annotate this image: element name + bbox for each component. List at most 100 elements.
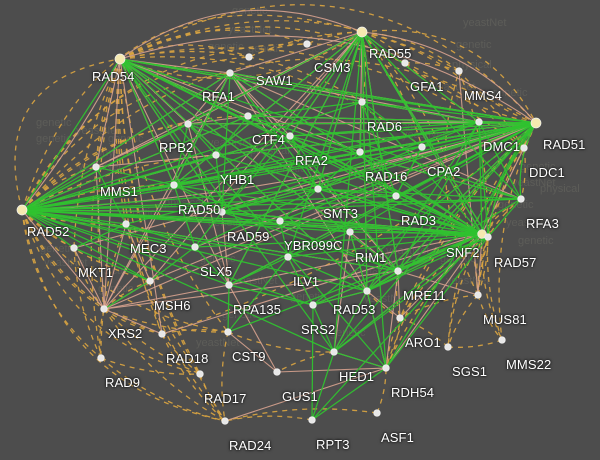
graph-node-hed1[interactable]	[330, 348, 338, 356]
edge-genetic	[21, 154, 217, 211]
edge-yeastNet	[227, 284, 230, 333]
graph-node-rfa1[interactable]	[226, 69, 234, 77]
graph-node-slx5[interactable]	[191, 243, 199, 251]
graph-node-ddc1[interactable]	[520, 144, 528, 152]
edge-yeastNet	[279, 220, 351, 233]
edge-yeastNet	[21, 123, 189, 211]
graph-node-rpb2[interactable]	[184, 120, 192, 128]
graph-node-asf1[interactable]	[373, 409, 381, 417]
graph-node-rad55[interactable]	[356, 26, 368, 38]
edge-yeastNet	[221, 31, 363, 213]
edge-yeastNet	[289, 122, 537, 137]
graph-node-rad50[interactable]	[170, 181, 178, 189]
edge-physical	[21, 209, 105, 310]
edge-physical	[228, 284, 278, 373]
edge-physical	[361, 31, 537, 124]
graph-node-gus1[interactable]	[273, 368, 281, 376]
edge-genetic	[73, 247, 105, 310]
graph-node-cst9[interactable]	[224, 328, 232, 336]
edge-yeastNet	[395, 195, 483, 235]
graph-node-rad54[interactable]	[114, 53, 126, 65]
edge-genetic	[21, 209, 105, 310]
edge-yeastNet	[385, 236, 489, 369]
edge-genetic	[21, 115, 249, 211]
graph-node-cpa2[interactable]	[418, 143, 426, 151]
graph-node-xrs2[interactable]	[100, 305, 108, 313]
graph-node-rad6[interactable]	[358, 98, 366, 106]
graph-node-rad3[interactable]	[392, 192, 400, 200]
edge-yeastNet	[312, 122, 537, 306]
edge-yeastNet	[311, 304, 314, 421]
edge-yeastNet	[279, 122, 537, 222]
edge-yeastNet	[221, 211, 489, 238]
graph-node-mre11[interactable]	[394, 267, 402, 275]
graph-node-rdh54[interactable]	[382, 364, 390, 372]
graph-node-dmc1[interactable]	[475, 118, 483, 126]
graph-node-rpa135[interactable]	[225, 281, 233, 289]
edge-genetic	[404, 62, 460, 72]
graph-node-ilv1[interactable]	[284, 253, 292, 261]
graph-node-gfa1[interactable]	[401, 59, 409, 67]
graph-node-ybr099c[interactable]	[276, 217, 284, 225]
graph-node-ctf4[interactable]	[244, 112, 252, 120]
edge-yeastNet	[333, 351, 387, 369]
graph-node-csm3[interactable]	[303, 40, 311, 48]
edge-physical	[103, 184, 175, 310]
edge-genetic	[118, 58, 151, 282]
graph-node-rad53[interactable]	[363, 287, 371, 295]
graph-node-srs2[interactable]	[309, 301, 317, 309]
edge-yeastNet	[247, 115, 361, 153]
edge-genetic	[100, 223, 127, 359]
edge-yeastNet	[317, 188, 489, 238]
graph-node-rim1[interactable]	[346, 228, 354, 236]
graph-node-smt3[interactable]	[314, 185, 322, 193]
edge-yeastNet	[478, 121, 483, 235]
graph-node-rad16[interactable]	[356, 148, 364, 156]
edge-yeastNet	[119, 58, 522, 200]
edge-physical	[103, 308, 163, 335]
graph-node-mms4[interactable]	[455, 67, 463, 75]
edge-yeastNet	[21, 209, 151, 282]
edge-yeastNet	[229, 72, 537, 124]
graph-node-aro1[interactable]	[396, 314, 404, 322]
graph-node-mkt1[interactable]	[70, 244, 78, 252]
graph-node-rad51[interactable]	[530, 117, 542, 129]
edge-genetic	[161, 328, 229, 335]
edge-genetic	[161, 122, 537, 335]
graph-node-rad24[interactable]	[221, 417, 229, 425]
graph-node-rad18[interactable]	[158, 330, 166, 338]
watermark-text: genetic	[518, 235, 554, 247]
edge-physical	[21, 58, 121, 211]
edge-yeastNet	[349, 231, 368, 292]
graph-node-msh6[interactable]	[146, 277, 154, 285]
graph-node-rfa3[interactable]	[517, 195, 525, 203]
graph-node-rpt3[interactable]	[308, 416, 316, 424]
graph-node-rad9[interactable]	[97, 354, 105, 362]
graph-node-mus81[interactable]	[474, 291, 482, 299]
edge-yeastNet	[221, 198, 522, 213]
edge-physical	[385, 233, 483, 369]
watermark-text: yeastNet	[196, 337, 239, 349]
edge-yeastNet	[317, 31, 363, 190]
graph-node-rfa2[interactable]	[286, 132, 294, 140]
edge-genetic	[399, 294, 479, 319]
edge-yeastNet	[173, 31, 363, 186]
edge-genetic	[399, 233, 483, 319]
graph-node-saw1[interactable]	[245, 53, 253, 61]
edge-yeastNet	[333, 290, 368, 353]
graph-node-rad52[interactable]	[16, 204, 28, 216]
graph-node-rad59[interactable]	[218, 208, 226, 216]
graph-node-mms1[interactable]	[92, 163, 100, 171]
graph-node-mec3[interactable]	[122, 220, 130, 228]
graph-node-yhb1[interactable]	[212, 151, 220, 159]
graph-node-rad17[interactable]	[196, 370, 204, 378]
graph-node-mms22[interactable]	[498, 336, 506, 344]
edge-genetic	[486, 236, 503, 341]
graph-node-sgs1[interactable]	[444, 343, 452, 351]
edge-genetic	[21, 166, 97, 211]
node-layer[interactable]	[16, 26, 542, 425]
graph-node-rad57[interactable]	[484, 233, 492, 241]
edge-yeastNet	[247, 115, 537, 124]
watermark-text: genetic	[208, 41, 244, 53]
